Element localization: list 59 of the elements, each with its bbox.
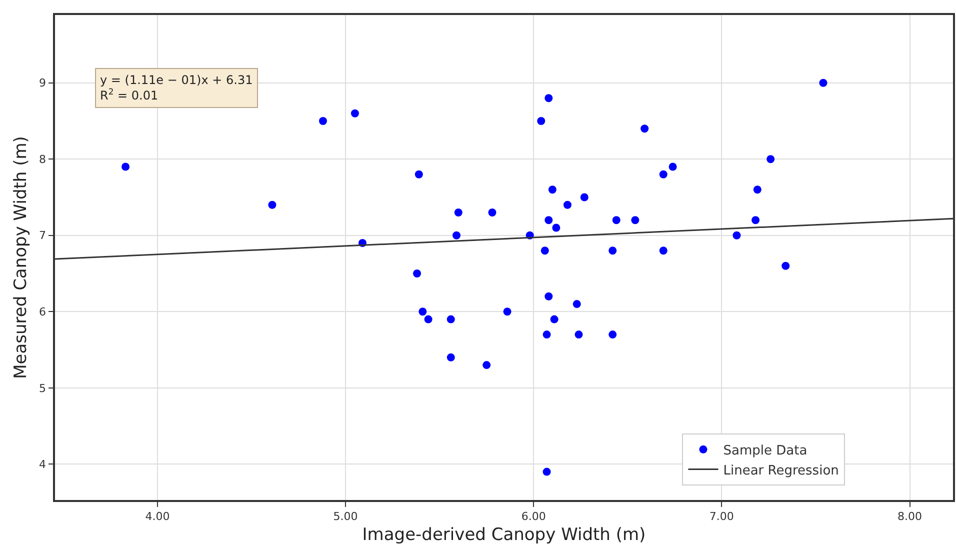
x-tick-label: 5.00 xyxy=(333,510,358,523)
point xyxy=(668,162,677,171)
point xyxy=(782,262,790,270)
y-axis-title: Measured Canopy Width (m) xyxy=(11,136,32,379)
point xyxy=(542,330,551,339)
x-tick-label: 6.00 xyxy=(521,510,546,523)
x-tick-label: 8.00 xyxy=(898,510,922,523)
point xyxy=(659,170,668,178)
point xyxy=(122,162,130,171)
y-tick-label: 8 xyxy=(39,152,46,166)
point xyxy=(540,246,549,255)
point xyxy=(608,330,617,339)
point xyxy=(753,186,762,194)
point xyxy=(414,170,423,178)
point xyxy=(537,117,546,125)
y-tick-label: 7 xyxy=(39,229,46,242)
point xyxy=(446,315,455,324)
point xyxy=(503,308,512,316)
x-tick-label: 7.00 xyxy=(709,510,734,523)
y-tick-label: 4 xyxy=(39,458,46,472)
point xyxy=(548,186,556,194)
point xyxy=(544,94,553,102)
y-tick-label: 6 xyxy=(39,305,46,318)
point xyxy=(766,155,775,164)
point xyxy=(580,193,588,202)
point xyxy=(452,231,461,240)
point xyxy=(640,124,649,133)
x-tick-label: 4.00 xyxy=(145,510,170,523)
point xyxy=(612,216,620,224)
point xyxy=(550,315,558,324)
point xyxy=(544,292,553,300)
y-tick-label: 5 xyxy=(39,382,46,395)
point xyxy=(454,208,462,217)
point xyxy=(752,216,760,224)
point xyxy=(446,353,455,362)
point xyxy=(608,246,617,255)
point xyxy=(659,246,668,255)
point xyxy=(574,330,583,339)
legend-label: Sample Data xyxy=(723,443,808,458)
point xyxy=(732,231,741,240)
point xyxy=(572,300,581,308)
point xyxy=(318,117,327,125)
point xyxy=(488,208,496,217)
point xyxy=(631,216,640,224)
x-axis-title: Image-derived Canopy Width (m) xyxy=(362,524,646,545)
point xyxy=(482,361,491,370)
point xyxy=(413,270,422,278)
point xyxy=(424,315,432,324)
point xyxy=(819,78,828,87)
point xyxy=(544,216,553,224)
point xyxy=(542,468,551,476)
point xyxy=(418,308,427,316)
y-tick-label: 9 xyxy=(39,76,46,90)
point xyxy=(268,200,276,209)
legend-label: Linear Regression xyxy=(723,463,839,478)
annotation: y = (1.11e − 01)x + 6.31 R$^{2}$ = 0.01 xyxy=(100,73,253,103)
point xyxy=(350,109,359,118)
point xyxy=(563,200,572,209)
point xyxy=(552,224,560,232)
